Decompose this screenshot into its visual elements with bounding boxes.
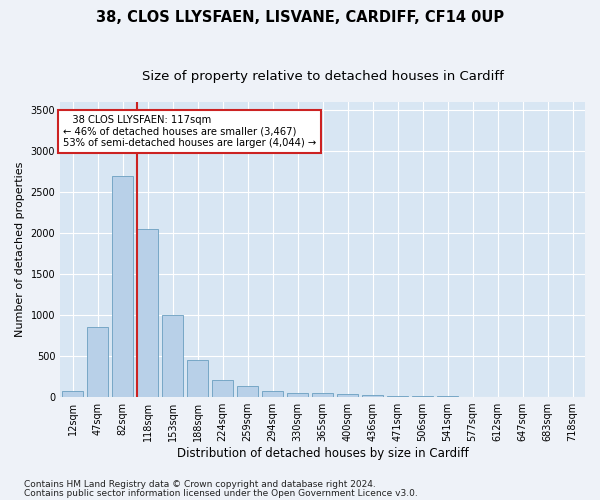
Bar	[137, 229, 158, 397]
Bar	[387, 396, 408, 397]
Text: Contains HM Land Registry data © Crown copyright and database right 2024.: Contains HM Land Registry data © Crown c…	[24, 480, 376, 489]
Bar	[187, 360, 208, 397]
Bar	[212, 380, 233, 397]
Bar	[162, 315, 183, 397]
Text: 38 CLOS LLYSFAEN: 117sqm
← 46% of detached houses are smaller (3,467)
53% of sem: 38 CLOS LLYSFAEN: 117sqm ← 46% of detach…	[62, 114, 316, 148]
Bar	[62, 391, 83, 397]
Bar	[262, 391, 283, 397]
Text: 38, CLOS LLYSFAEN, LISVANE, CARDIFF, CF14 0UP: 38, CLOS LLYSFAEN, LISVANE, CARDIFF, CF1…	[96, 10, 504, 25]
Bar	[312, 393, 333, 397]
Title: Size of property relative to detached houses in Cardiff: Size of property relative to detached ho…	[142, 70, 503, 83]
X-axis label: Distribution of detached houses by size in Cardiff: Distribution of detached houses by size …	[177, 447, 469, 460]
Bar	[237, 386, 258, 397]
Bar	[287, 392, 308, 397]
Y-axis label: Number of detached properties: Number of detached properties	[15, 162, 25, 338]
Text: Contains public sector information licensed under the Open Government Licence v3: Contains public sector information licen…	[24, 488, 418, 498]
Bar	[112, 176, 133, 397]
Bar	[362, 396, 383, 397]
Bar	[87, 328, 108, 397]
Bar	[437, 396, 458, 397]
Bar	[337, 394, 358, 397]
Bar	[412, 396, 433, 397]
